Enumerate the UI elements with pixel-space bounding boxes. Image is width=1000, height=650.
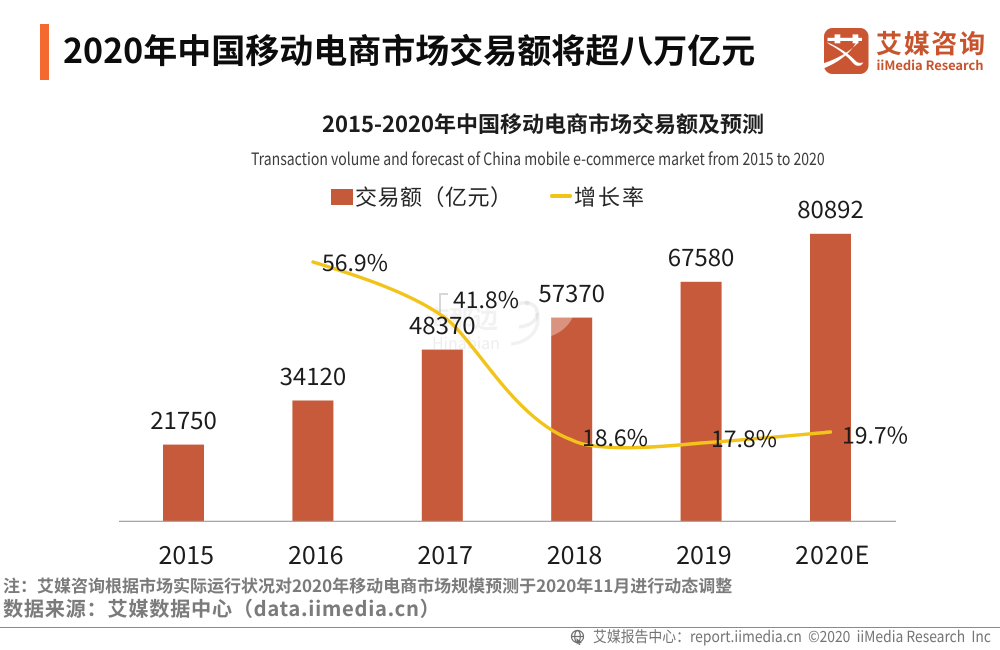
svg-text:2017: 2017: [417, 536, 473, 572]
svg-text:2015: 2015: [159, 536, 215, 572]
svg-text:19.7%: 19.7%: [842, 417, 908, 451]
svg-text:48370: 48370: [409, 306, 476, 341]
svg-text:34120: 34120: [280, 357, 347, 392]
svg-text:56.9%: 56.9%: [322, 244, 388, 278]
svg-text:2020E: 2020E: [795, 536, 870, 572]
svg-text:21750: 21750: [150, 401, 217, 436]
svg-text:18.6%: 18.6%: [582, 419, 648, 453]
svg-text:80892: 80892: [797, 190, 864, 225]
svg-text:41.8%: 41.8%: [453, 281, 519, 315]
svg-text:2016: 2016: [288, 536, 344, 572]
svg-text:57370: 57370: [538, 274, 605, 309]
svg-text:17.8%: 17.8%: [711, 420, 777, 454]
svg-text:67580: 67580: [668, 238, 735, 273]
svg-text:2019: 2019: [676, 536, 732, 572]
svg-text:2018: 2018: [547, 536, 603, 572]
